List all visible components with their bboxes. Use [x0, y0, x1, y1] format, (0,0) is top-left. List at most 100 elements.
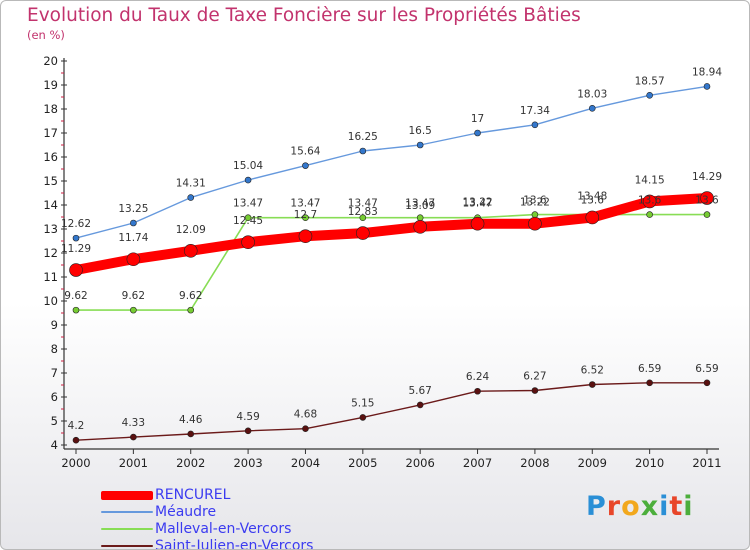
y-tick-label: 12: [43, 246, 58, 260]
data-label: 13.6: [523, 195, 547, 207]
x-tick-label: 2002: [176, 456, 205, 470]
data-label: 12.45: [233, 215, 263, 227]
data-label: 13.09: [405, 200, 435, 212]
data-label: 6.24: [466, 371, 490, 383]
data-point: [241, 235, 255, 249]
data-label: 11.29: [61, 243, 91, 255]
legend-swatch: [101, 528, 153, 530]
logo-letter: t: [669, 491, 684, 522]
legend-swatch: [101, 511, 153, 513]
y-tick-label: 8: [51, 342, 58, 356]
y-tick-label: 9: [51, 318, 58, 332]
y-tick-label: 7: [51, 366, 58, 380]
data-point: [244, 214, 252, 222]
data-label: 15.04: [233, 160, 263, 172]
y-tick-label: 13: [43, 222, 58, 236]
series-line-3: [75, 382, 708, 441]
data-point: [359, 147, 367, 155]
data-point: [703, 83, 711, 90]
data-label: 9.62: [64, 290, 87, 302]
data-point: [69, 263, 83, 277]
legend-label: Malleval-en-Vercors: [155, 521, 292, 537]
y-tick-label: 6: [51, 390, 58, 404]
data-label: 14.15: [635, 174, 665, 186]
data-label: 18.57: [635, 75, 665, 87]
legend-swatch: [101, 490, 153, 500]
data-point: [646, 379, 653, 387]
data-point: [700, 191, 714, 205]
data-label: 16.5: [408, 125, 431, 137]
y-tick-label: 20: [43, 54, 58, 68]
logo-letter: i: [659, 491, 670, 522]
data-point: [72, 436, 80, 444]
logo-letter: r: [606, 491, 622, 522]
data-label: 9.62: [122, 290, 145, 302]
data-point: [72, 306, 80, 314]
data-point: [416, 401, 424, 409]
legend-label: Méaudre: [155, 504, 217, 520]
data-point: [531, 387, 539, 394]
x-tick-label: 2011: [692, 456, 721, 470]
data-point: [244, 427, 252, 435]
data-label: 13.6: [638, 195, 662, 207]
data-point: [413, 220, 427, 234]
series-line-0: [71, 193, 712, 275]
logo-letter: i: [683, 491, 694, 522]
data-point: [298, 229, 313, 243]
x-tick-label: 2009: [578, 456, 607, 470]
data-point: [642, 194, 657, 209]
data-point: [528, 216, 542, 231]
data-point: [531, 121, 539, 129]
data-label: 5.15: [351, 397, 374, 409]
data-point: [646, 211, 653, 218]
x-tick-label: 2005: [348, 456, 377, 470]
data-point: [703, 379, 711, 387]
data-point: [356, 226, 370, 240]
data-label: 14.31: [176, 178, 206, 190]
data-point: [130, 433, 137, 441]
data-label: 5.67: [408, 385, 431, 397]
data-label: 12.83: [348, 206, 378, 218]
data-label: 13.47: [233, 198, 263, 210]
data-label: 13.47: [348, 198, 378, 210]
y-tick-label: 4: [51, 438, 58, 452]
data-point: [646, 92, 653, 99]
data-label: 6.59: [638, 363, 661, 375]
y-tick-label: 11: [43, 270, 58, 284]
data-label: 13.48: [577, 190, 607, 202]
unit-label: (en %): [27, 28, 65, 42]
data-label: 13.25: [118, 203, 148, 215]
y-tick-label: 10: [43, 294, 58, 308]
data-label: 4.33: [122, 417, 145, 429]
data-point: [474, 387, 481, 395]
data-label: 14.29: [692, 171, 722, 183]
y-tick-label: 16: [43, 150, 58, 164]
chart-title: Evolution du Taux de Taxe Foncière sur l…: [27, 5, 581, 26]
data-label: 12.62: [61, 218, 91, 230]
data-point: [130, 219, 137, 227]
data-label: 4.68: [294, 409, 317, 421]
y-tick-label: 5: [51, 414, 58, 428]
data-point: [416, 141, 424, 149]
data-point: [72, 234, 80, 242]
data-label: 6.59: [695, 363, 718, 375]
y-tick-label: 17: [43, 126, 58, 140]
x-tick-label: 2004: [291, 456, 320, 470]
x-tick-label: 2001: [119, 456, 148, 470]
x-tick-label: 2000: [61, 456, 90, 470]
data-point: [470, 216, 485, 231]
data-label: 4.59: [236, 411, 259, 423]
data-point: [585, 210, 600, 225]
logo-letter: P: [586, 491, 607, 522]
data-point: [359, 414, 367, 421]
y-tick-label: 19: [43, 78, 58, 92]
data-label: 16.25: [348, 131, 378, 143]
x-tick-label: 2010: [635, 456, 664, 470]
data-label: 12.09: [176, 224, 206, 236]
data-label: 13.47: [290, 198, 320, 210]
logo-letter: x: [640, 491, 660, 522]
data-label: 13.47: [463, 198, 493, 210]
data-point: [474, 129, 481, 137]
